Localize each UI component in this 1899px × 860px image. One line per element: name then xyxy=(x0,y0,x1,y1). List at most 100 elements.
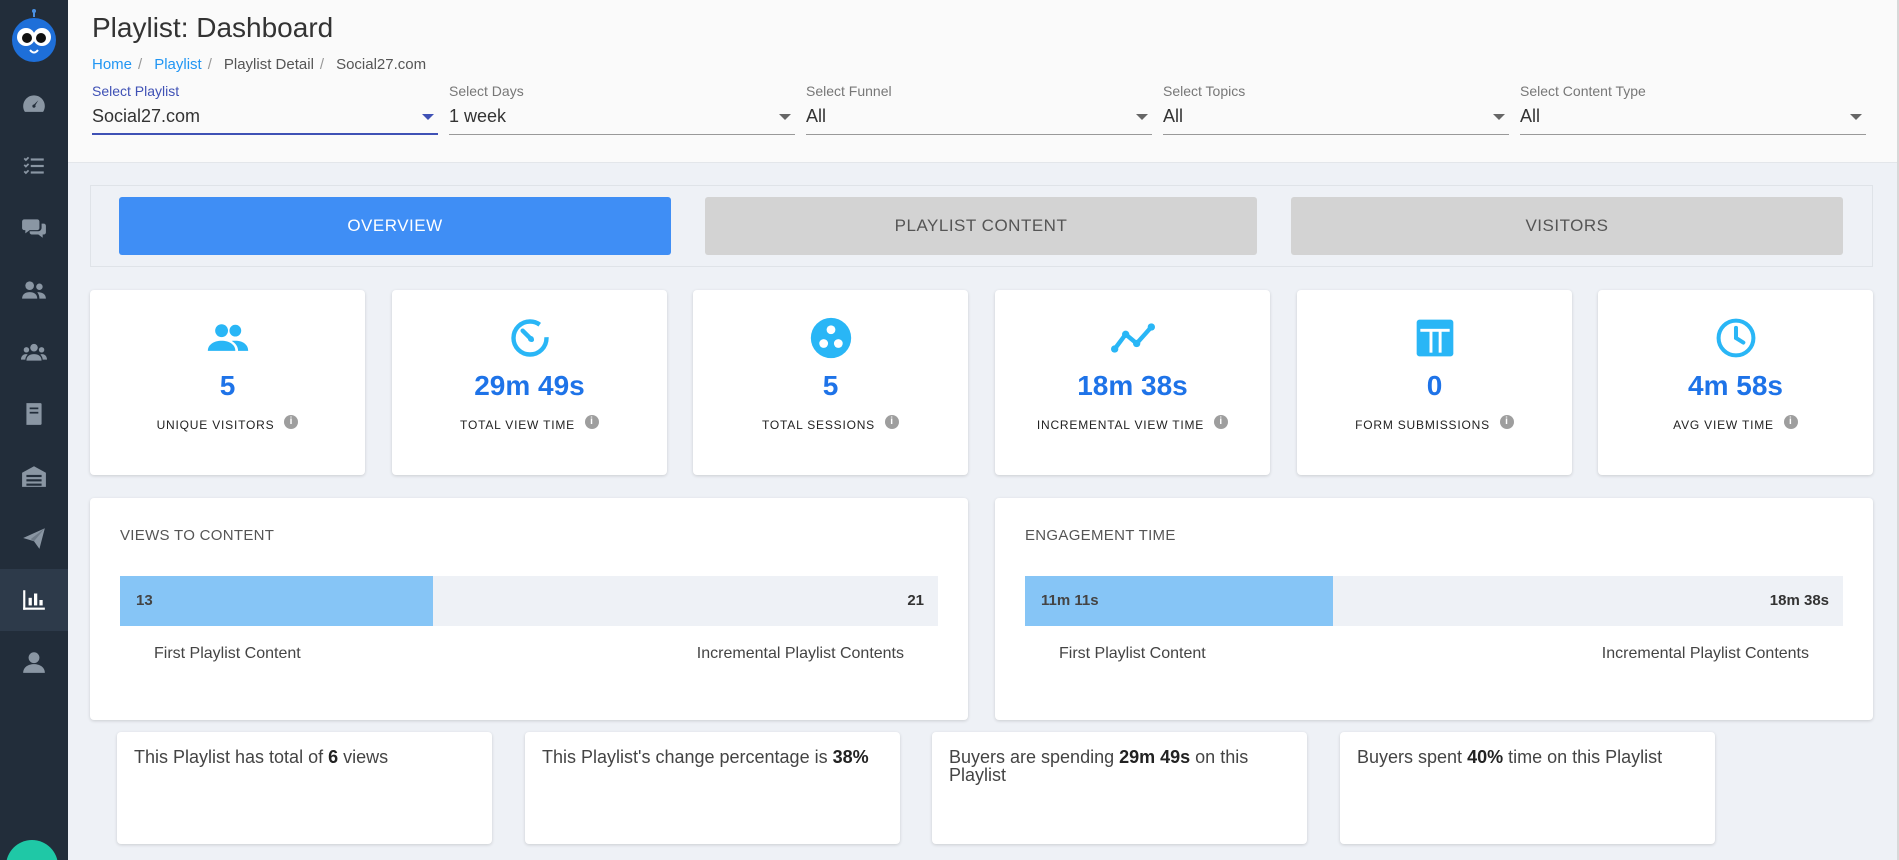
select-underline xyxy=(1520,134,1866,135)
unique-visitors-label: UNIQUE VISITORS xyxy=(156,418,275,432)
funnel-select-value[interactable]: All xyxy=(806,106,827,126)
views-bar-track: 13 21 xyxy=(120,576,938,626)
avg-view-time-value: 4m 58s xyxy=(1688,370,1783,401)
total-sessions-label: TOTAL SESSIONS xyxy=(761,418,875,432)
insight-text: on this Playlist xyxy=(949,747,1249,785)
content-type-select-label: Select Content Type xyxy=(1520,83,1646,99)
breadcrumb-current: Social27.com xyxy=(336,56,427,73)
select-underline xyxy=(92,133,438,135)
total-view-time-value: 29m 49s xyxy=(474,370,585,401)
content-type-select-value[interactable]: All xyxy=(1520,106,1541,126)
nav-users-icon[interactable] xyxy=(0,259,68,321)
engagement-bar-fill xyxy=(1025,576,1333,626)
views-to-content-panel: VIEWS TO CONTENT 13 21 First Playlist Co… xyxy=(90,498,968,720)
nav-book-icon[interactable] xyxy=(0,383,68,445)
tab-overview[interactable]: OVERVIEW xyxy=(119,197,671,255)
sessions-icon xyxy=(810,317,851,359)
stat-label-row: TOTAL SESSIONS i xyxy=(693,415,968,432)
insight-text: This Playlist has total of xyxy=(134,747,329,767)
info-icon[interactable]: i xyxy=(1783,415,1798,429)
breadcrumb-playlist-link[interactable]: Playlist xyxy=(154,56,202,73)
breadcrumb-separator: / xyxy=(319,56,325,73)
stat-card-total-view-time: 29m 49s TOTAL VIEW TIME i xyxy=(392,290,667,475)
topics-select[interactable]: Select Topics All xyxy=(1163,83,1509,135)
engagement-panel-title: ENGAGEMENT TIME xyxy=(1025,527,1176,544)
insight-total-views: This Playlist has total of 6 views xyxy=(117,732,492,844)
stat-label-row: TOTAL VIEW TIME i xyxy=(392,415,667,432)
nav-send-icon[interactable] xyxy=(0,507,68,569)
views-bar-fill xyxy=(120,576,434,626)
insight-text: Buyers are spending xyxy=(949,747,1120,767)
nav-analytics-icon[interactable] xyxy=(0,569,68,631)
stat-card-total-sessions: 5 TOTAL SESSIONS i xyxy=(693,290,968,475)
funnel-select-label: Select Funnel xyxy=(806,83,892,99)
stat-label-row: FORM SUBMISSIONS i xyxy=(1297,415,1572,432)
info-icon[interactable]: i xyxy=(584,415,599,429)
page-scrollbar[interactable] xyxy=(1897,0,1899,860)
page-header: Playlist: Dashboard Home / Playlist / Play… xyxy=(68,0,1899,163)
insight-buyers-spent: Buyers spent 40% time on this Playlist xyxy=(1340,732,1715,844)
stat-card-incremental-view-time: 18m 38s INCREMENTAL VIEW TIME i xyxy=(995,290,1270,475)
help-chat-button[interactable] xyxy=(6,840,58,860)
views-panel-title: VIEWS TO CONTENT xyxy=(120,527,275,544)
timer-icon xyxy=(510,319,549,357)
form-submissions-label: FORM SUBMISSIONS xyxy=(1355,418,1490,432)
tab-visitors[interactable]: VISITORS xyxy=(1291,197,1843,255)
stat-card-unique-visitors: 5 UNIQUE VISITORS i xyxy=(90,290,365,475)
funnel-select[interactable]: Select Funnel All xyxy=(806,83,1152,135)
info-icon[interactable]: i xyxy=(885,415,899,429)
insight-highlight: 38% xyxy=(832,747,869,767)
chevron-down-icon[interactable] xyxy=(1136,114,1148,120)
stat-label-row: INCREMENTAL VIEW TIME i xyxy=(995,415,1270,432)
sidebar xyxy=(0,0,68,860)
stat-card-form-submissions: 0 FORM SUBMISSIONS i xyxy=(1297,290,1572,475)
days-select[interactable]: Select Days 1 week xyxy=(449,83,795,135)
info-icon[interactable]: i xyxy=(1499,415,1514,429)
playlist-select[interactable]: Select Playlist Social27.com xyxy=(92,83,438,135)
views-right-caption: Incremental Playlist Contents xyxy=(696,645,904,662)
form-submissions-value: 0 xyxy=(1426,370,1443,401)
incremental-view-time-value: 18m 38s xyxy=(1077,370,1188,401)
nav-dashboard-icon[interactable] xyxy=(0,73,68,135)
breadcrumb-home-link[interactable]: Home xyxy=(92,56,133,73)
chevron-down-icon[interactable] xyxy=(779,114,791,120)
clock-icon xyxy=(1716,318,1755,358)
days-select-label: Select Days xyxy=(449,83,524,99)
views-left-caption: First Playlist Content xyxy=(154,645,301,662)
insight-change-percentage: This Playlist's change percentage is 38% xyxy=(525,732,900,844)
insight-text: time on this Playlist xyxy=(1503,747,1663,767)
insight-highlight: 40% xyxy=(1467,747,1504,767)
views-first-value: 13 xyxy=(136,592,153,609)
chevron-down-icon[interactable] xyxy=(422,114,434,120)
avg-view-time-label: AVG VIEW TIME xyxy=(1673,418,1774,432)
nav-groups-icon[interactable] xyxy=(0,321,68,383)
breadcrumb-playlist-detail: Playlist Detail xyxy=(223,56,314,73)
engagement-bar-track: 11m 11s 18m 38s xyxy=(1025,576,1843,626)
insight-highlight: 29m 49s xyxy=(1119,747,1191,767)
total-view-time-label: TOTAL VIEW TIME xyxy=(460,418,575,432)
topics-select-value[interactable]: All xyxy=(1163,106,1184,126)
nav-checklist-icon[interactable] xyxy=(0,135,68,197)
insight-buyers-spending: Buyers are spending 29m 49s on this Play… xyxy=(932,732,1307,844)
insight-highlight: 6 xyxy=(328,747,339,767)
select-underline xyxy=(806,134,1152,135)
nav-warehouse-icon[interactable] xyxy=(0,445,68,507)
content-type-select[interactable]: Select Content Type All xyxy=(1520,83,1866,135)
chevron-down-icon[interactable] xyxy=(1493,114,1505,120)
dashboard-tabs: OVERVIEW PLAYLIST CONTENT VISITORS xyxy=(90,185,1873,267)
engagement-left-caption: First Playlist Content xyxy=(1059,645,1206,662)
incremental-view-time-label: INCREMENTAL VIEW TIME xyxy=(1036,418,1205,432)
tab-playlist-content[interactable]: PLAYLIST CONTENT xyxy=(705,197,1257,255)
days-select-value[interactable]: 1 week xyxy=(449,106,507,126)
info-icon[interactable]: i xyxy=(284,415,299,429)
info-icon[interactable]: i xyxy=(1214,415,1229,429)
insight-text: Buyers spent xyxy=(1357,747,1468,767)
owl-logo-icon[interactable] xyxy=(10,8,58,64)
unique-visitors-value: 5 xyxy=(219,370,236,401)
breadcrumb-separator: / xyxy=(207,56,212,73)
playlist-select-value[interactable]: Social27.com xyxy=(92,106,201,126)
nav-profile-icon[interactable] xyxy=(0,631,68,693)
insight-text: This Playlist's change percentage is xyxy=(542,747,833,767)
nav-chat-icon[interactable] xyxy=(0,197,68,259)
chevron-down-icon[interactable] xyxy=(1850,114,1862,120)
